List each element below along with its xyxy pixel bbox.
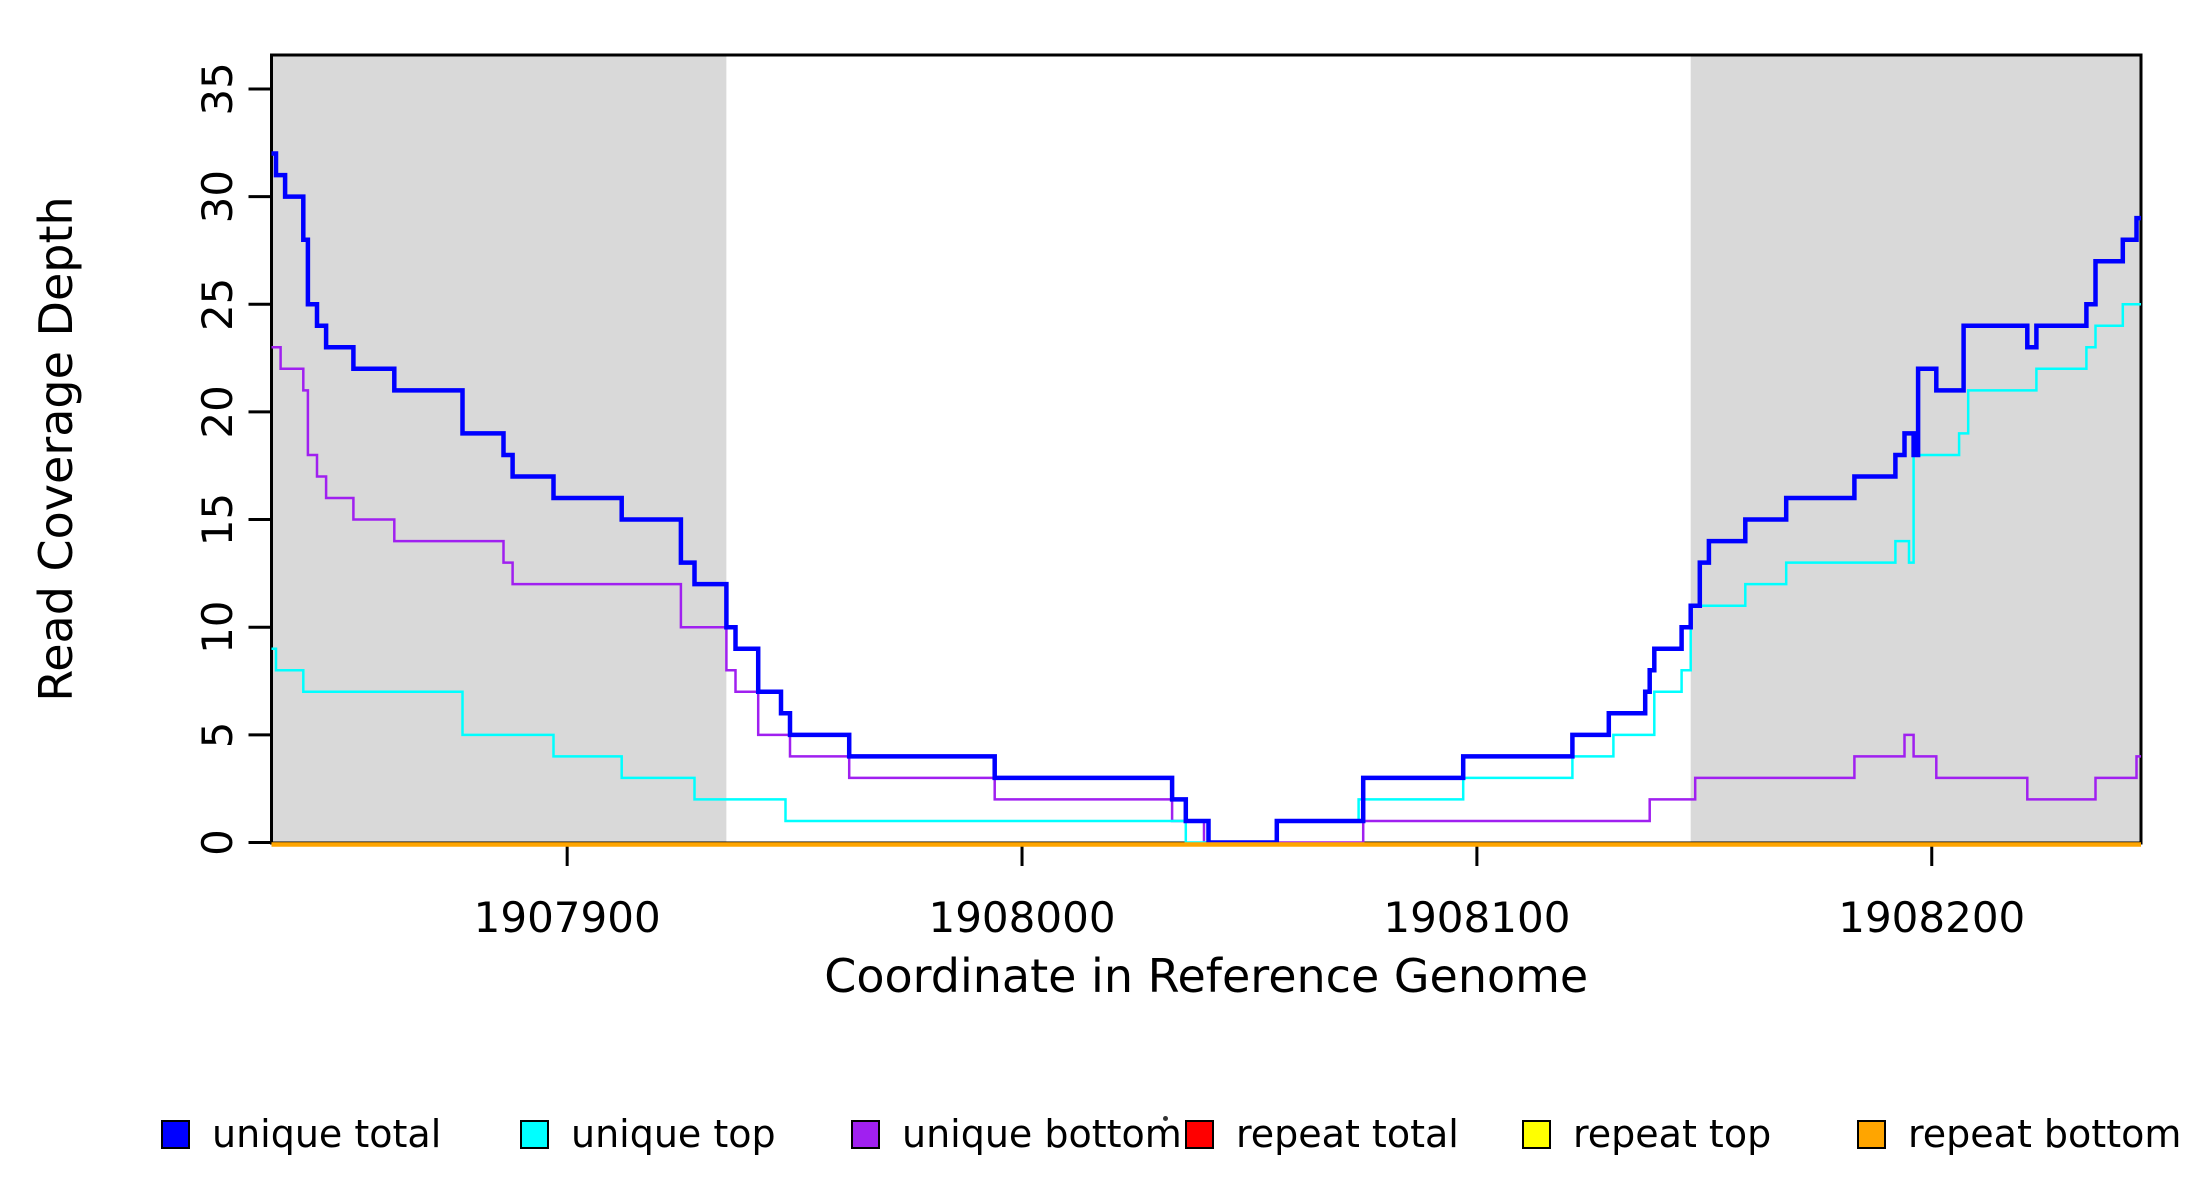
legend-swatch-repeat-bottom: [1857, 1119, 1886, 1149]
y-tick-label: 35: [193, 62, 242, 115]
legend-swatch-repeat-total: [1185, 1119, 1214, 1149]
legend-swatch-unique-top: [520, 1119, 549, 1149]
y-tick-label: 15: [193, 493, 242, 546]
legend-label: unique bottom: [902, 1112, 1182, 1156]
legend-label: repeat bottom: [1908, 1112, 2182, 1156]
y-axis-title: Read Coverage Depth: [29, 196, 83, 701]
series-line-unique-top: [271, 303, 2141, 844]
x-tick-label: 1908000: [928, 893, 1115, 942]
x-tick-label: 1908200: [1838, 893, 2025, 942]
x-axis-title: Coordinate in Reference Genome: [824, 949, 1588, 1003]
x-tick-label: 1907900: [474, 893, 661, 942]
y-tick-label: 30: [193, 170, 242, 223]
legend-item-unique-total: unique total: [161, 1112, 441, 1156]
legend-item-repeat-top: repeat top: [1522, 1112, 1771, 1156]
series-line-unique-total: [271, 151, 2141, 845]
legend-swatch-unique-total: [161, 1119, 190, 1149]
legend-item-repeat-total: repeat total: [1185, 1112, 1459, 1156]
y-tick-label: 0: [193, 829, 242, 856]
y-tick-label: 5: [193, 722, 242, 749]
legend-label: repeat total: [1236, 1112, 1459, 1156]
legend-swatch-repeat-top: [1522, 1119, 1551, 1149]
legend-swatch-unique-bottom: [851, 1119, 880, 1149]
legend-label: unique top: [571, 1112, 776, 1156]
y-tick-label: 20: [193, 385, 242, 438]
legend-item-repeat-bottom: repeat bottom: [1857, 1112, 2181, 1156]
x-tick-label: 1908100: [1383, 893, 1570, 942]
legend-item-unique-top: unique top: [520, 1112, 776, 1156]
y-tick-label: 10: [193, 600, 242, 653]
left-shaded-region: [271, 56, 727, 843]
legend-item-unique-bottom: unique bottom: [851, 1112, 1182, 1156]
legend-label: unique total: [212, 1112, 442, 1156]
stray-dot: [1163, 1116, 1168, 1121]
series-line-unique-bottom: [271, 346, 2141, 844]
legend-label: repeat top: [1573, 1112, 1772, 1156]
y-tick-label: 25: [193, 278, 242, 331]
